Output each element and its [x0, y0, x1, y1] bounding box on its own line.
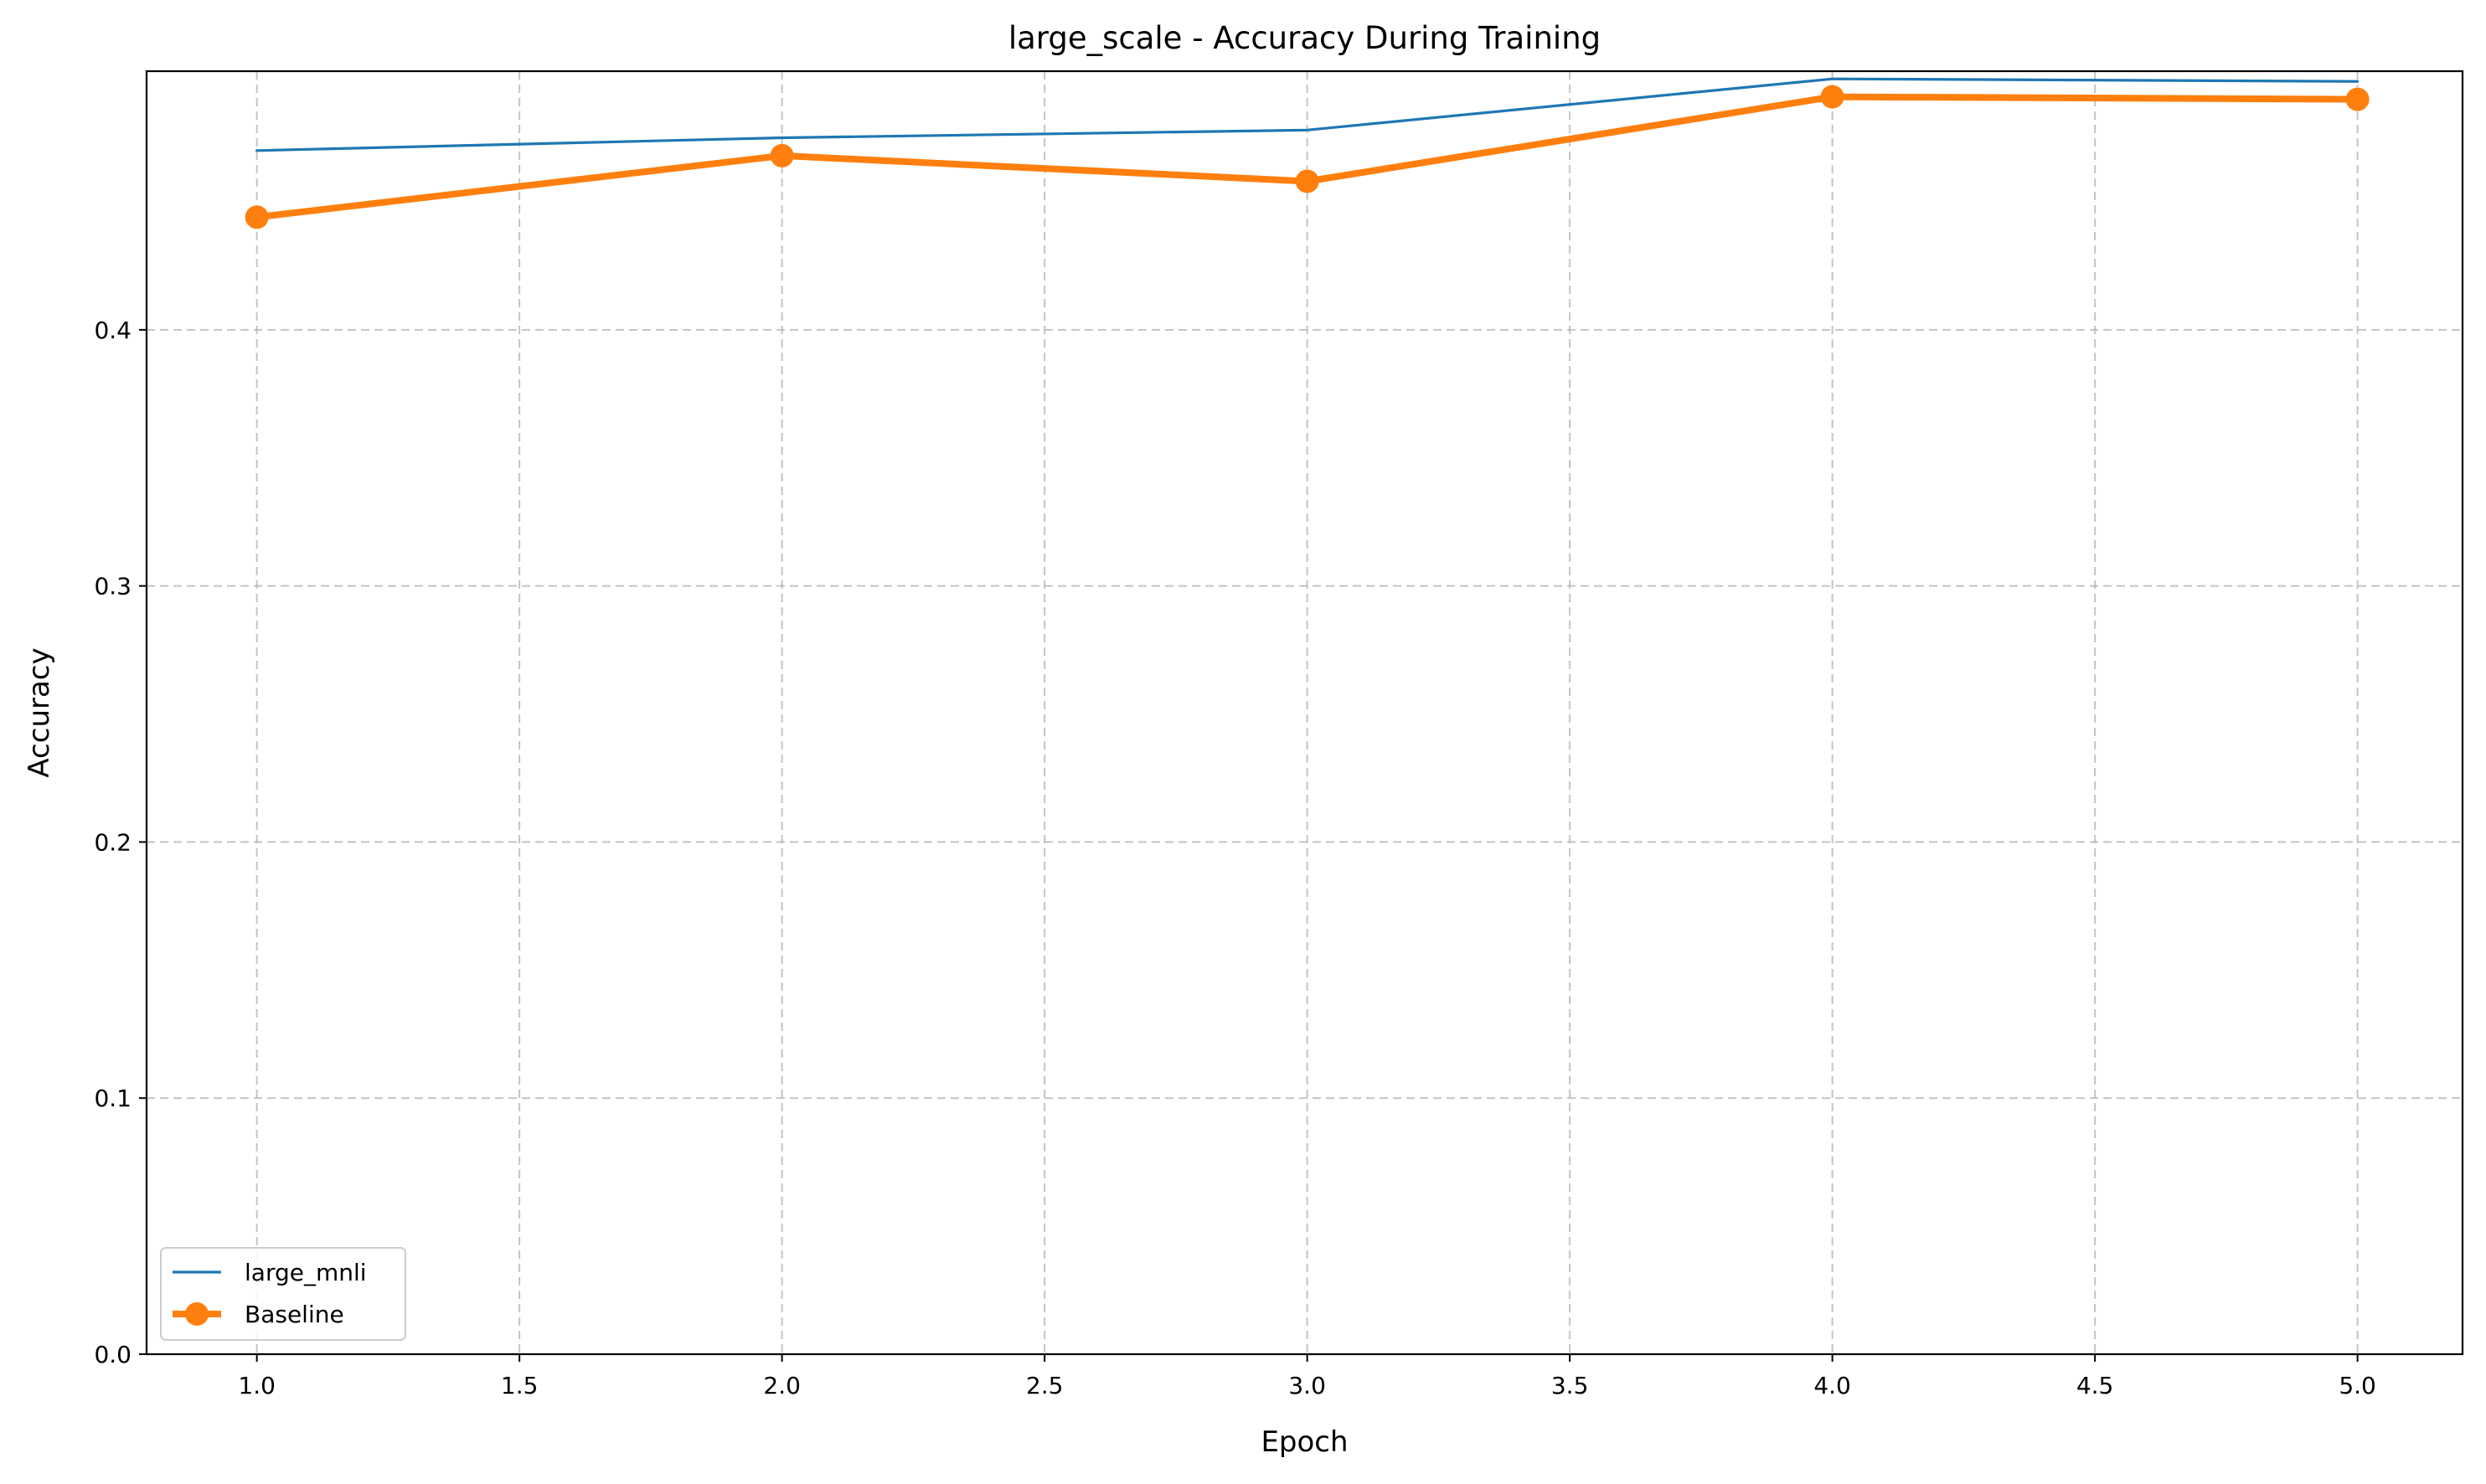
chart-title: large_scale - Accuracy During Training	[1008, 20, 1601, 56]
series-line-0	[255, 77, 2360, 152]
y-tick-label: 0.0	[94, 1341, 132, 1368]
legend: large_mnli Baseline	[160, 1247, 406, 1341]
x-axis-title: Epoch	[1261, 1425, 1348, 1459]
plot-area-frame	[145, 70, 2464, 1356]
x-tick-label: 4.5	[2076, 1372, 2114, 1399]
x-tick-label: 5.0	[2339, 1372, 2376, 1399]
y-tick-label: 0.1	[94, 1085, 132, 1112]
y-tick-label: 0.2	[94, 828, 132, 856]
legend-box	[160, 1247, 406, 1341]
series-point	[1820, 85, 1844, 109]
x-axis: 1.0 1.5 2.0 2.5 3.0 3.5 4.0 4.5 5.0	[238, 1354, 2376, 1399]
legend-label: Baseline	[245, 1301, 344, 1328]
x-tick-label: 1.5	[501, 1372, 539, 1399]
series-point	[770, 143, 794, 167]
x-tick-label: 3.5	[1551, 1372, 1589, 1399]
series-point	[1295, 169, 1319, 193]
series-point	[245, 205, 269, 229]
x-tick-label: 2.0	[763, 1372, 801, 1399]
y-tick-label: 0.3	[94, 573, 132, 600]
legend-label: large_mnli	[245, 1259, 367, 1286]
y-axis: 0.0 0.1 0.2 0.3 0.4	[94, 317, 147, 1368]
x-tick-label: 3.0	[1288, 1372, 1326, 1399]
series-layer	[245, 77, 2370, 229]
series-point	[2345, 87, 2370, 111]
x-tick-label: 1.0	[238, 1372, 276, 1399]
x-tick-label: 2.5	[1026, 1372, 1064, 1399]
y-axis-title: Accuracy	[23, 647, 56, 777]
y-tick-label: 0.4	[94, 317, 132, 344]
legend-marker	[185, 1302, 209, 1326]
x-tick-label: 4.0	[1813, 1372, 1851, 1399]
